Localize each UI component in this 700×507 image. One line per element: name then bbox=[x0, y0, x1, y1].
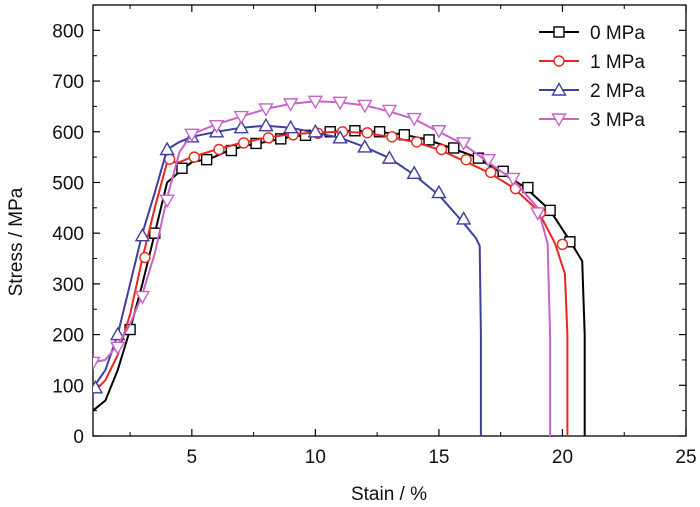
y-tick-label: 0 bbox=[73, 427, 84, 448]
data-point-0-mpa bbox=[250, 137, 262, 150]
y-tick-label: 100 bbox=[52, 376, 84, 397]
data-point-3-mpa bbox=[307, 95, 324, 110]
data-point-0-mpa bbox=[200, 153, 213, 166]
plot-frame bbox=[92, 4, 687, 437]
legend-label-1-mpa: 1 MPa bbox=[590, 52, 645, 73]
data-point-2-mpa bbox=[134, 227, 151, 242]
data-point-3-mpa bbox=[455, 137, 472, 151]
data-point-1-mpa bbox=[509, 182, 522, 195]
data-point-3-mpa bbox=[110, 341, 126, 356]
data-point-2-mpa bbox=[258, 117, 274, 132]
data-point-3-mpa bbox=[134, 290, 151, 305]
data-point-0-mpa bbox=[448, 142, 460, 154]
data-point-3-mpa bbox=[357, 99, 373, 114]
data-point-2-mpa bbox=[307, 123, 324, 138]
data-point-0-mpa bbox=[176, 162, 188, 174]
series-3-mpa bbox=[93, 95, 552, 436]
data-point-3-mpa bbox=[530, 207, 546, 221]
series-line-2-mpa bbox=[93, 124, 482, 436]
y-tick-label: 700 bbox=[52, 72, 84, 93]
data-point-1-mpa bbox=[410, 136, 423, 148]
data-point-2-mpa bbox=[357, 139, 373, 153]
data-point-3-mpa bbox=[431, 125, 447, 139]
data-point-0-mpa bbox=[522, 181, 534, 194]
data-point-2-mpa bbox=[110, 326, 126, 341]
data-point-3-mpa bbox=[505, 172, 521, 187]
x-tick-label: 15 bbox=[428, 447, 449, 468]
data-point-0-mpa bbox=[544, 204, 556, 217]
data-point-2-mpa bbox=[93, 379, 104, 394]
data-point-2-mpa bbox=[381, 150, 398, 164]
data-point-3-mpa bbox=[406, 112, 422, 127]
series-line-1-mpa bbox=[93, 130, 569, 436]
data-point-1-mpa bbox=[188, 151, 201, 163]
data-point-1-mpa bbox=[262, 132, 275, 144]
data-point-1-mpa bbox=[238, 137, 250, 149]
series-2-mpa bbox=[93, 117, 482, 436]
data-point-3-mpa bbox=[159, 194, 175, 209]
y-tick-label: 600 bbox=[52, 123, 84, 144]
data-point-1-mpa bbox=[460, 153, 472, 166]
data-point-1-mpa bbox=[361, 127, 373, 139]
data-point-3-mpa bbox=[208, 119, 225, 134]
data-point-1-mpa bbox=[485, 166, 497, 179]
data-point-2-mpa bbox=[159, 141, 175, 156]
legend-label-2-mpa: 2 MPa bbox=[590, 81, 645, 102]
data-point-3-mpa bbox=[93, 356, 101, 371]
data-point-2-mpa bbox=[282, 119, 299, 134]
data-point-0-mpa bbox=[349, 125, 361, 137]
legend-marker-1-mpa bbox=[553, 55, 565, 67]
x-tick-label: 25 bbox=[675, 447, 696, 468]
data-point-3-mpa bbox=[381, 104, 398, 119]
data-point-1-mpa bbox=[556, 238, 569, 251]
y-tick-label: 500 bbox=[52, 173, 84, 194]
data-point-1-mpa bbox=[435, 143, 448, 156]
series-0-mpa bbox=[93, 125, 586, 436]
legend-marker-2-mpa bbox=[551, 82, 567, 96]
data-point-1-mpa bbox=[139, 251, 151, 264]
y-tick-label: 300 bbox=[52, 275, 84, 296]
x-tick-label: 20 bbox=[552, 447, 573, 468]
legend: 0 MPa 1 MPa 2 MPa 3 MPa bbox=[539, 23, 645, 131]
legend-label-0-mpa: 0 MPa bbox=[590, 23, 645, 44]
data-point-0-mpa bbox=[373, 126, 386, 138]
x-tick-label: 10 bbox=[305, 447, 326, 468]
y-tick-label: 400 bbox=[52, 224, 84, 245]
data-point-3-mpa bbox=[480, 153, 497, 168]
y-tick-label: 800 bbox=[52, 21, 84, 42]
data-point-0-mpa bbox=[275, 133, 287, 145]
data-point-0-mpa bbox=[497, 165, 509, 178]
data-point-3-mpa bbox=[332, 96, 348, 111]
axes: 5 10 15 20 25 0 100 200 300 400 500 600 700 800 bbox=[52, 4, 697, 468]
data-point-2-mpa bbox=[406, 165, 422, 180]
y-axis-title: Stress / MPa bbox=[6, 187, 27, 296]
legend-label-3-mpa: 3 MPa bbox=[590, 110, 645, 131]
data-point-2-mpa bbox=[431, 184, 447, 199]
series-layer bbox=[93, 95, 586, 436]
data-point-1-mpa bbox=[213, 143, 225, 156]
y-tick-label: 200 bbox=[52, 326, 84, 347]
data-point-1-mpa bbox=[386, 131, 398, 143]
series-1-mpa bbox=[93, 126, 569, 436]
legend-marker-0-mpa bbox=[553, 26, 565, 38]
data-point-2-mpa bbox=[233, 119, 249, 134]
data-point-2-mpa bbox=[455, 211, 472, 225]
data-point-3-mpa bbox=[184, 128, 200, 143]
data-point-3-mpa bbox=[282, 98, 299, 112]
data-point-2-mpa bbox=[332, 129, 348, 144]
x-axis-title: Stain / % bbox=[351, 484, 427, 505]
data-point-0-mpa bbox=[423, 134, 435, 146]
x-tick-label: 5 bbox=[187, 447, 198, 468]
data-point-3-mpa bbox=[233, 110, 249, 125]
data-point-3-mpa bbox=[258, 103, 274, 117]
legend-marker-3-mpa bbox=[551, 113, 567, 127]
